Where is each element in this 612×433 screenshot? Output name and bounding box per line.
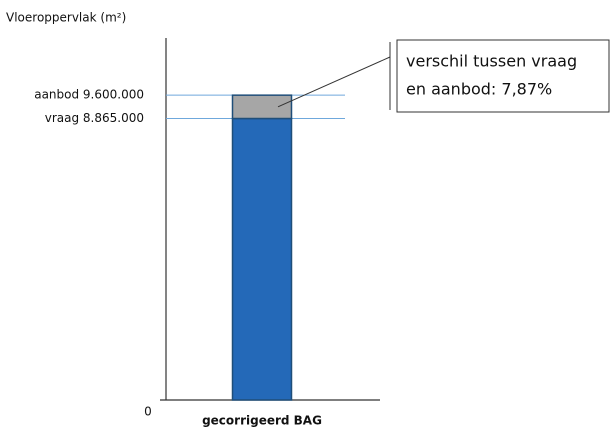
bar-segment [231, 117, 293, 401]
annotation-box [396, 39, 610, 113]
bar-segment [231, 94, 293, 120]
x-tick-label: gecorrigeerd BAG [202, 414, 322, 428]
y-tick-label: aanbod 9.600.000 [34, 88, 144, 102]
annotation-text: verschil tussen vraag [406, 52, 577, 71]
y-tick-label: 0 [144, 405, 152, 419]
y-tick-label: vraag 8.865.000 [45, 111, 144, 125]
annotation-text: en aanbod: 7,87% [406, 80, 552, 99]
y-axis-label: Vloeroppervlak (m²) [6, 11, 126, 25]
annotation-leader [277, 56, 391, 108]
